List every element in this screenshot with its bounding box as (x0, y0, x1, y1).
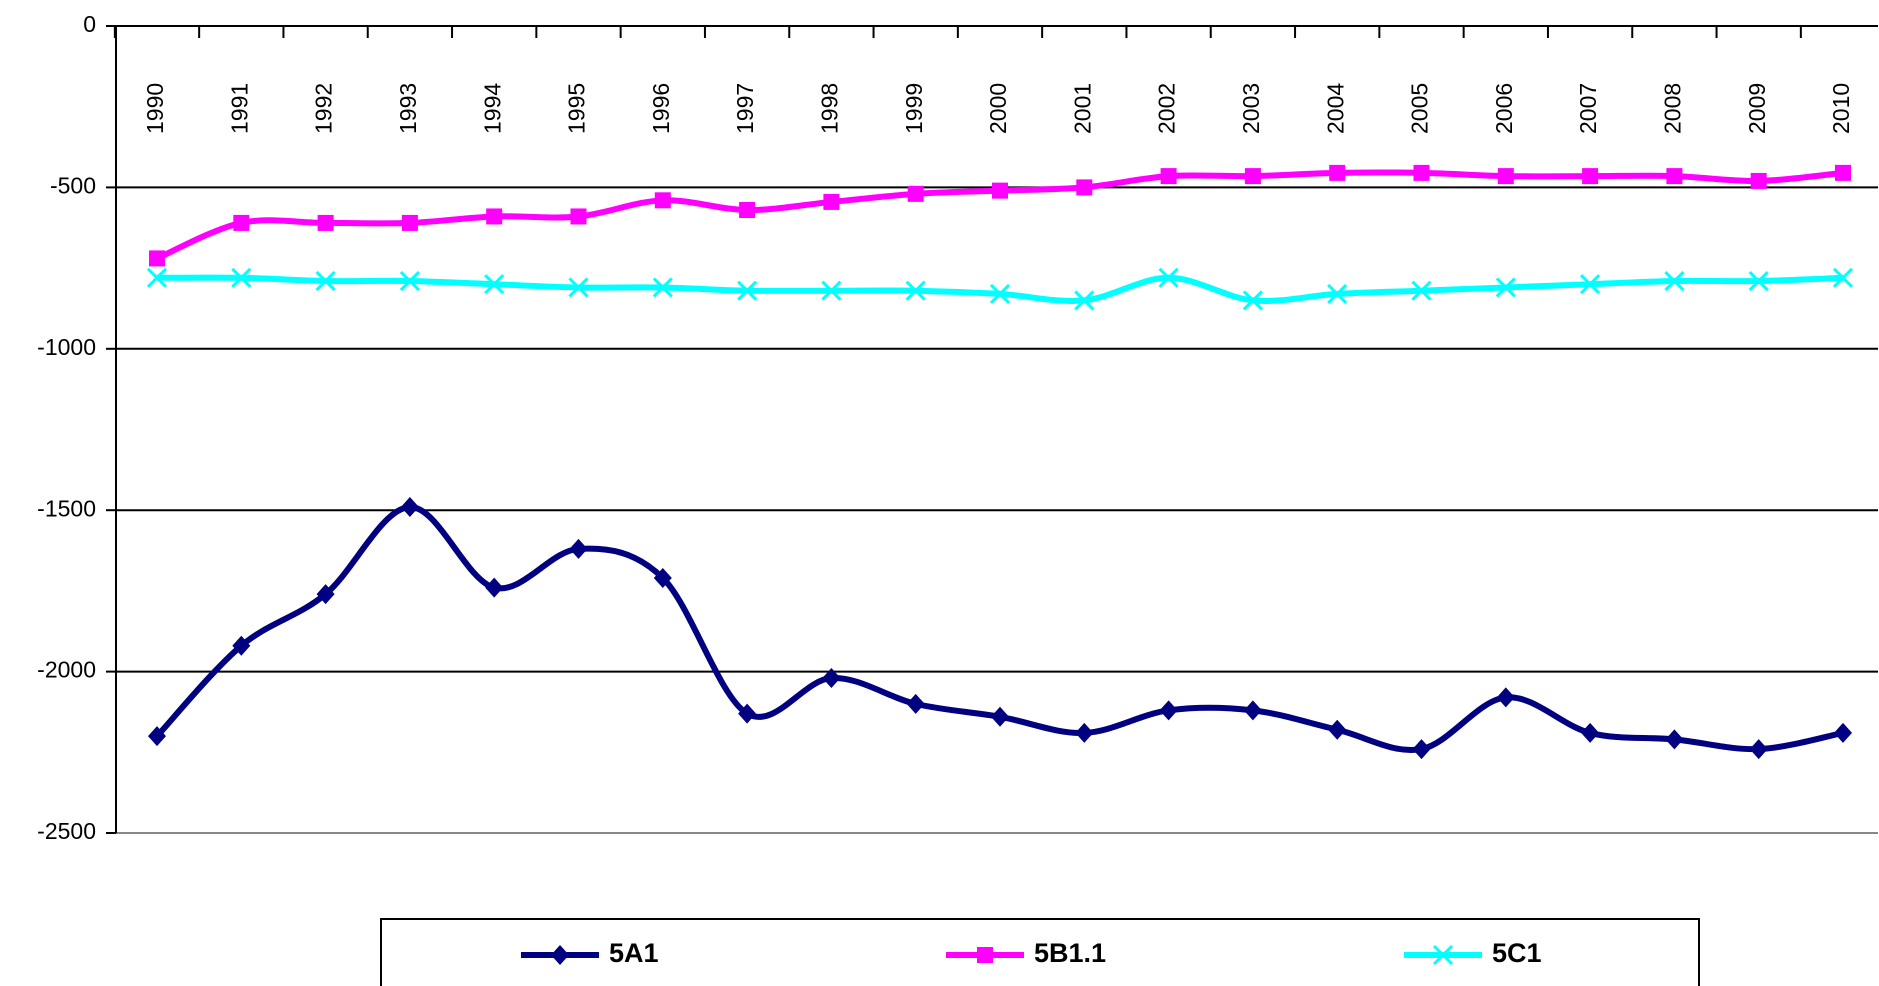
x-tick-label: 2008 (1659, 83, 1685, 134)
marker (989, 283, 1011, 304)
marker (905, 280, 926, 301)
legend-label: 5B1.1 (1034, 938, 1106, 968)
x-tick-label: 2000 (985, 83, 1011, 134)
marker (1160, 168, 1177, 185)
x-tick-label: 1997 (732, 83, 758, 134)
marker (652, 277, 673, 298)
marker (148, 726, 166, 747)
x-tick-label: 1990 (142, 83, 168, 134)
marker (737, 280, 758, 301)
x-tick-label: 2002 (1154, 83, 1180, 134)
marker (569, 538, 588, 559)
marker (738, 703, 757, 724)
y-tick-label: -2500 (37, 818, 96, 844)
marker (1074, 290, 1095, 311)
marker (821, 280, 842, 301)
marker (1497, 168, 1514, 185)
marker (149, 250, 165, 267)
marker (1750, 172, 1767, 189)
x-tick-label: 1995 (564, 83, 590, 134)
x-tick-label: 1999 (901, 83, 927, 134)
marker (1412, 739, 1431, 760)
marker (146, 267, 168, 288)
y-tick-label: -500 (50, 172, 96, 198)
x-tick-label: 1992 (311, 83, 337, 134)
marker (1664, 270, 1685, 292)
marker (654, 192, 671, 209)
marker (1243, 700, 1262, 721)
marker (232, 635, 251, 656)
marker (1075, 722, 1094, 743)
marker (1580, 274, 1601, 295)
x-tick-label: 2003 (1238, 83, 1264, 134)
marker (1835, 164, 1851, 181)
x-tick-label: 1998 (816, 83, 842, 134)
marker (1244, 168, 1261, 185)
x-tick-label: 2009 (1744, 83, 1770, 134)
y-tick-label: -1000 (37, 334, 96, 360)
marker (231, 267, 252, 288)
x-tick-label: 1996 (648, 83, 674, 134)
marker (1411, 280, 1432, 301)
marker (907, 185, 924, 202)
marker (317, 214, 334, 231)
x-tick-label: 2007 (1575, 83, 1601, 134)
marker (823, 193, 840, 210)
marker (977, 947, 993, 963)
marker (570, 208, 587, 225)
marker (822, 668, 841, 689)
x-tick-label: 2004 (1322, 83, 1348, 134)
marker (486, 208, 503, 225)
marker (1665, 729, 1684, 750)
marker (739, 201, 756, 218)
marker (400, 496, 419, 517)
y-tick-label: -1500 (37, 495, 96, 521)
legend-label: 5C1 (1492, 938, 1542, 968)
marker (1432, 944, 1454, 966)
x-tick-label: 1994 (479, 83, 505, 134)
x-tick-label: 2010 (1828, 83, 1854, 134)
marker (991, 706, 1009, 727)
marker (316, 584, 335, 605)
marker (1329, 164, 1346, 181)
marker (233, 214, 250, 231)
marker (1328, 719, 1347, 740)
marker (1666, 168, 1683, 185)
marker (1242, 290, 1263, 311)
marker (992, 182, 1008, 199)
marker (315, 270, 336, 292)
marker (399, 270, 420, 292)
marker (1582, 168, 1599, 185)
marker (1749, 739, 1768, 760)
marker (906, 693, 925, 714)
marker (1581, 722, 1600, 743)
x-tick-label: 1991 (226, 83, 252, 134)
marker (485, 577, 504, 598)
x-tick-label: 2006 (1491, 83, 1517, 134)
x-tick-label: 2005 (1407, 83, 1433, 134)
marker (401, 214, 418, 231)
marker (568, 277, 589, 298)
marker (1158, 267, 1179, 288)
marker (484, 274, 505, 295)
marker (1834, 722, 1852, 743)
marker (1832, 267, 1854, 288)
marker (1413, 164, 1430, 181)
marker (1495, 277, 1516, 298)
x-tick-label: 2001 (1069, 83, 1095, 134)
marker (1496, 687, 1515, 708)
y-tick-label: 0 (83, 11, 96, 37)
y-tick-label: -2000 (37, 657, 96, 683)
marker (653, 567, 672, 588)
marker (1159, 700, 1178, 721)
legend-label: 5A1 (609, 938, 659, 968)
marker (1076, 179, 1093, 196)
marker (1327, 283, 1348, 304)
marker (551, 945, 569, 965)
x-tick-label: 1993 (395, 83, 421, 134)
marker (1748, 270, 1769, 292)
